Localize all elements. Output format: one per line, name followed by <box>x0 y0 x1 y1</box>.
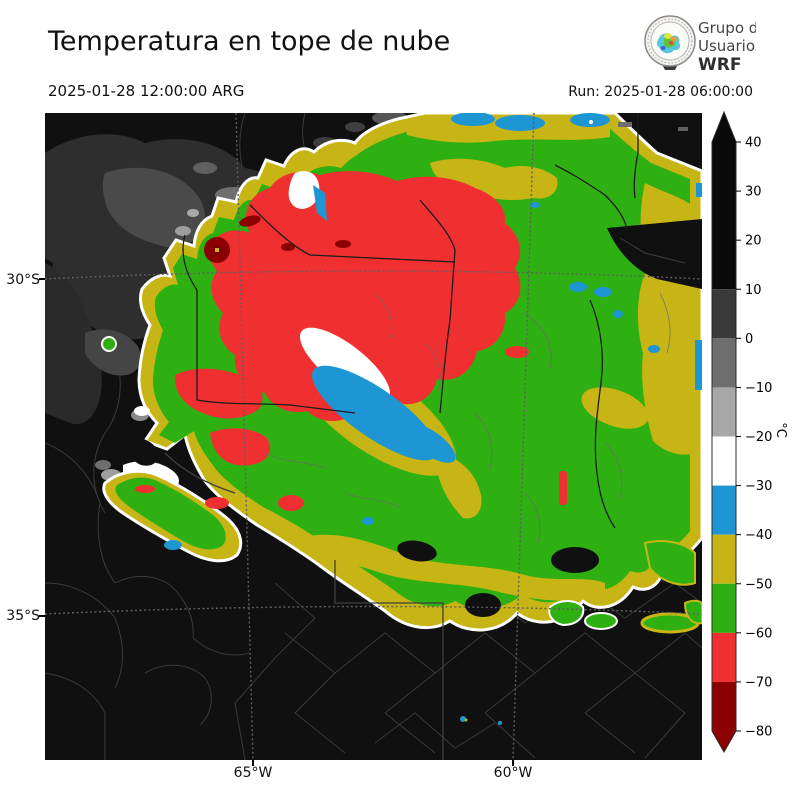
lat-label-30s: 30°S <box>6 272 40 288</box>
colorbar-segment-6 <box>712 534 736 584</box>
colorbar-tick-label--10: −10 <box>745 381 772 396</box>
county-line-in-gap <box>619 237 686 264</box>
logo-line3: WRF <box>698 55 741 75</box>
gray-dash-1 <box>618 122 632 127</box>
colorbar-tick-label--50: −50 <box>745 577 772 592</box>
province-borders <box>182 113 639 529</box>
valid-time-label: 2025-01-28 12:00:00 ARG <box>48 82 245 100</box>
lon-label-60w: 60°W <box>493 765 533 781</box>
colorbar-segment-8 <box>712 632 736 682</box>
cloud-islands <box>101 336 702 725</box>
colorbar-segment-0 <box>712 142 736 290</box>
colorbar-tick-label-20: 20 <box>745 234 762 249</box>
core-center-dot <box>215 248 219 252</box>
province-borders-south <box>164 452 444 760</box>
logo-line1: Grupo de <box>698 19 756 37</box>
colorbar-tick-label-10: 10 <box>745 283 762 298</box>
colorbar-arrow-bottom <box>712 731 736 752</box>
blue-patches <box>312 113 702 525</box>
colorbar-segment-2 <box>712 338 736 388</box>
map-canvas <box>45 113 702 760</box>
page-title: Temperatura en tope de nube <box>48 26 451 57</box>
graticule-30s <box>45 270 702 280</box>
logo-line2: Usuarios <box>698 37 756 55</box>
gray-dash-2 <box>678 127 688 131</box>
run-time-label: Run: 2025-01-28 06:00:00 <box>568 84 753 100</box>
black-gaps <box>126 113 702 617</box>
wrf-users-logo: Grupo de Usuarios WRF <box>644 15 756 75</box>
department-lines <box>264 292 671 546</box>
colorbar-segment-4 <box>712 436 736 486</box>
graticule <box>45 113 702 760</box>
colorbar-tick-label--60: −60 <box>745 626 772 641</box>
logo-seal <box>644 15 696 70</box>
red-cells <box>174 171 567 511</box>
colorbar-segment-7 <box>712 583 736 633</box>
colorbar-tick-label-30: 30 <box>745 185 762 200</box>
lon-tick-60w <box>512 760 514 766</box>
lon-label-65w: 65°W <box>233 765 273 781</box>
colorbar-segment-3 <box>712 387 736 437</box>
logo-text: Grupo de Usuarios WRF <box>698 19 756 75</box>
colorbar: 40 30 20 10 0 −10 −20 −30 −40 −50 −60 −70 −80 °C <box>711 110 788 754</box>
lon-tick-65w <box>252 760 254 766</box>
colorbar-tick-label--20: −20 <box>745 430 772 445</box>
lat-tick-35s <box>39 615 45 617</box>
lat-label-35s: 35°S <box>6 608 40 624</box>
colorbar-arrow-top <box>712 112 736 142</box>
colorbar-tick-label-0: 0 <box>745 332 753 347</box>
graticule-35s <box>45 605 702 615</box>
colorbar-unit-label: °C <box>773 422 788 438</box>
colorbar-segment-9 <box>712 681 736 731</box>
white-dot-top <box>589 120 593 124</box>
colorbar-tick-label--40: −40 <box>745 528 772 543</box>
logo-mini-weather-map <box>656 33 681 54</box>
lat-tick-30s <box>39 278 45 280</box>
map-area <box>45 113 702 760</box>
colorbar-segment-1 <box>712 289 736 339</box>
colorbar-tick-label--30: −30 <box>745 479 772 494</box>
colorbar-tick-label--80: −80 <box>745 725 772 740</box>
colorbar-tick-label--70: −70 <box>745 675 772 690</box>
colorbar-segment-5 <box>712 485 736 535</box>
colorbar-tick-label-40: 40 <box>745 136 762 151</box>
